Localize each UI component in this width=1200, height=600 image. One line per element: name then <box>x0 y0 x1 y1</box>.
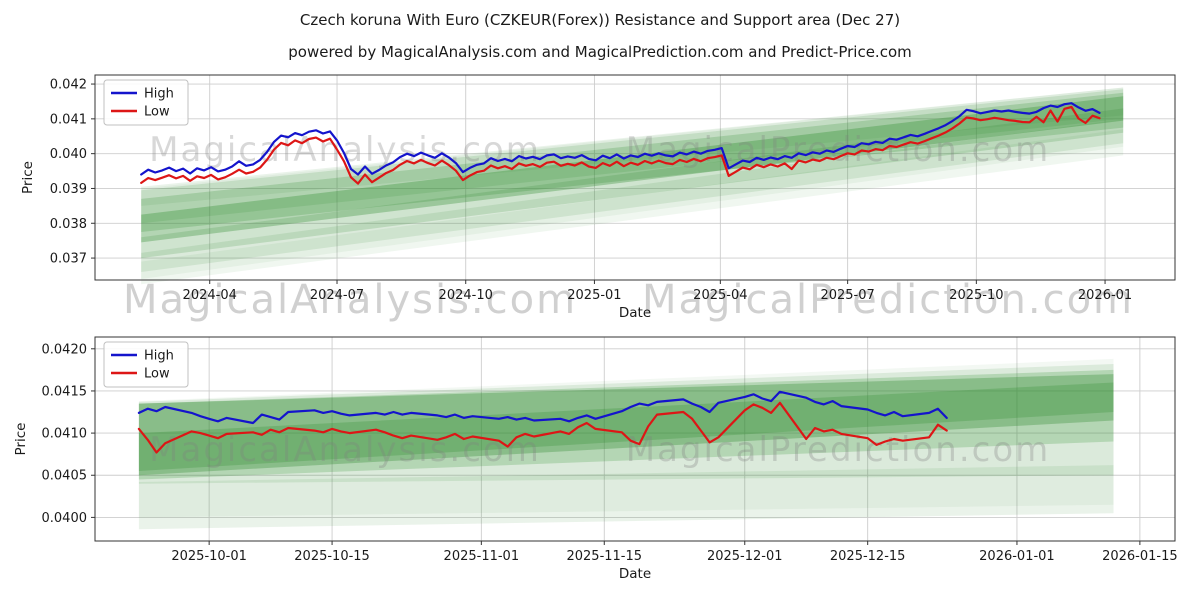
y-axis-label: Price <box>20 161 36 194</box>
bottom-chart: MagicalAnalysis.com MagicalPrediction.com… <box>13 336 1178 582</box>
fan-band <box>138 374 1114 476</box>
y-tick-label: 0.039 <box>50 182 87 197</box>
legend-box <box>103 79 189 126</box>
fan-band <box>141 87 1124 279</box>
x-tick-label: 2025-07 <box>820 288 874 303</box>
gridlines <box>95 75 1175 280</box>
y-tick-label: 0.040 <box>50 147 87 162</box>
support-resistance-fan <box>138 358 1114 530</box>
legend-low-label: Low <box>144 105 170 120</box>
low-line <box>137 401 948 454</box>
y-tick-label: 0.0415 <box>42 384 88 399</box>
fan-band <box>138 364 1114 484</box>
top-chart: MagicalAnalysis.com MagicalPrediction.com… <box>20 74 1176 321</box>
y-tick-label: 0.041 <box>50 112 87 127</box>
x-tick-label: 2026-01-15 <box>1102 549 1178 564</box>
figure-subtitle: powered by MagicalAnalysis.com and Magic… <box>288 43 912 61</box>
axis-ticks: 2025-10-01 2025-10-15 2025-11-01 2025-11-15… <box>42 342 1178 564</box>
x-tick-label: 2024-04 <box>183 288 237 303</box>
charts: MagicalAnalysis.com MagicalPrediction.com… <box>13 74 1178 582</box>
x-tick-label: 2025-10-01 <box>171 549 247 564</box>
fan-band <box>138 465 1114 530</box>
x-axis-label: Date <box>619 305 651 321</box>
high-line <box>137 390 948 425</box>
legend-high-label: High <box>144 349 174 364</box>
plot-border <box>94 336 1176 542</box>
watermark-row: MagicalAnalysis.com MagicalPrediction.com <box>123 277 1134 323</box>
fan-band <box>141 118 1124 273</box>
gridlines <box>95 337 1175 541</box>
fan-band <box>138 358 1114 518</box>
x-tick-label: 2025-10-15 <box>294 549 370 564</box>
y-tick-label: 0.042 <box>50 78 87 93</box>
y-tick-label: 0.0420 <box>42 342 88 357</box>
high-line <box>140 102 1101 176</box>
fan-band <box>141 96 1124 243</box>
fan-band <box>141 108 1124 259</box>
fan-band <box>141 87 1124 206</box>
x-tick-label: 2025-12-15 <box>830 549 906 564</box>
figure-title: Czech koruna With Euro (CZKEUR(Forex)) R… <box>300 11 900 29</box>
y-tick-label: 0.0410 <box>42 427 88 442</box>
y-tick-label: 0.0405 <box>42 469 88 484</box>
x-tick-label: 2024-10 <box>439 288 493 303</box>
x-tick-label: 2024-07 <box>310 288 364 303</box>
fan-band <box>141 129 1124 285</box>
fan-band <box>138 382 1114 471</box>
watermark-prediction: MagicalPrediction.com <box>626 430 1051 470</box>
legend-high-label: High <box>144 87 174 102</box>
plot-border <box>94 74 1176 281</box>
axis-ticks: 2024-04 2024-07 2024-10 2025-01 2025-04 2025-… <box>50 78 1132 303</box>
legend: High Low <box>103 341 189 388</box>
fan-band <box>138 369 1114 480</box>
x-tick-label: 2025-04 <box>693 288 747 303</box>
y-tick-label: 0.038 <box>50 217 87 232</box>
legend: High Low <box>103 79 189 126</box>
x-tick-label: 2025-11-15 <box>566 549 642 564</box>
x-tick-label: 2025-10 <box>949 288 1003 303</box>
watermark-prediction-mid: MagicalPrediction.com <box>642 277 1134 323</box>
x-tick-label: 2025-12-01 <box>707 549 783 564</box>
x-axis-label: Date <box>619 566 651 582</box>
y-tick-label: 0.037 <box>50 252 87 267</box>
y-tick-label: 0.0400 <box>42 511 88 526</box>
y-axis-label: Price <box>13 423 29 456</box>
x-tick-label: 2025-01 <box>567 288 621 303</box>
watermark-analysis-mid: MagicalAnalysis.com <box>123 277 577 323</box>
legend-box <box>103 341 189 388</box>
x-tick-label: 2025-11-01 <box>444 549 520 564</box>
legend-low-label: Low <box>144 367 170 382</box>
x-tick-label: 2026-01-01 <box>979 549 1055 564</box>
low-line <box>140 105 1101 185</box>
x-tick-label: 2026-01 <box>1078 288 1132 303</box>
